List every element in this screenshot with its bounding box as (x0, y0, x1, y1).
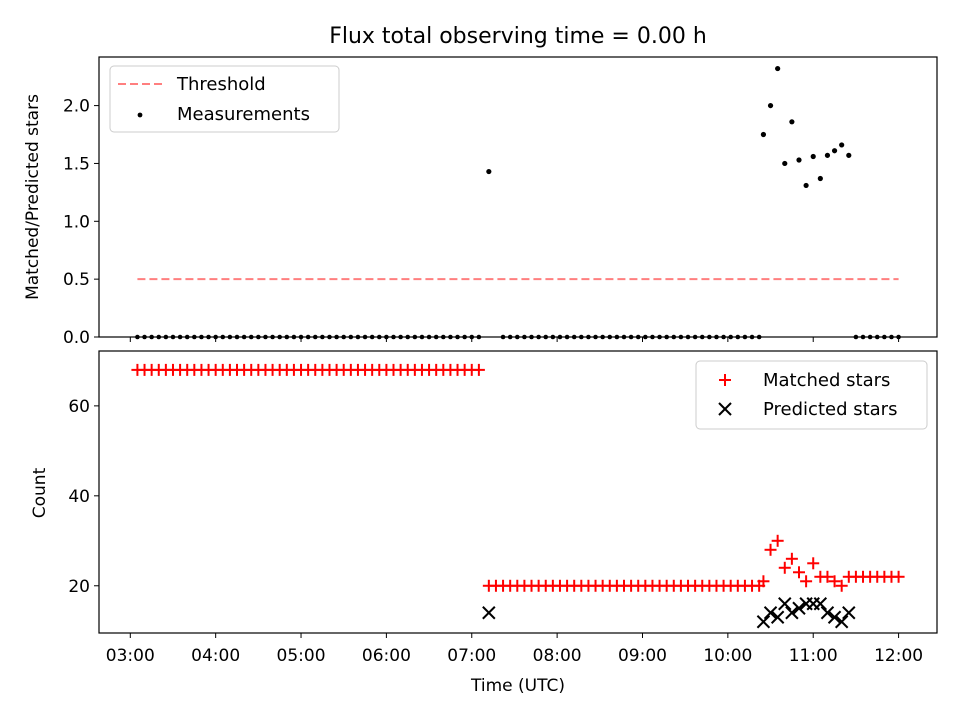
chart-title: Flux total observing time = 0.00 h (329, 24, 707, 49)
bottom-legend-box (695, 360, 928, 430)
legend-predicted-swatch (718, 402, 732, 416)
measurement-point (486, 168, 492, 175)
matched-star-point (472, 363, 485, 376)
measurement-point (846, 152, 852, 158)
predicted-star-point (820, 606, 835, 620)
matched-star-point (792, 566, 805, 579)
bottom-axes-frame (98, 350, 938, 634)
bottom-x-tick-label: 05:00 (277, 646, 326, 666)
bottom-y-axis-label: Count (30, 467, 50, 518)
measurement-point (824, 152, 831, 158)
top-axes-frame (98, 56, 938, 338)
bottom-x-tick-label: 04:00 (191, 646, 240, 666)
measurement-point (782, 160, 788, 167)
measurement-point (839, 142, 845, 148)
bottom-x-tick-label: 07:00 (447, 646, 496, 666)
top-y-tick-label: 0.0 (63, 328, 90, 348)
matched-star-point (771, 534, 784, 547)
count-marks (131, 363, 905, 629)
top-x-ticks (129, 337, 900, 342)
ratio-panel: Flux total observing time = 0.00 h Match… (23, 24, 938, 348)
measurement-point (775, 65, 781, 72)
legend-measurements-swatch (137, 112, 143, 118)
bottom-x-tick-label: 09:00 (618, 646, 667, 666)
matched-star-point (828, 575, 841, 588)
measurement-point (767, 102, 774, 109)
top-y-ticks: 0.0 0.5 1.0 1.5 2.0 (63, 97, 99, 348)
top-y-axis-label: Matched/Predicted stars (23, 94, 43, 300)
measurement-point (796, 157, 802, 163)
measurement-point (831, 148, 838, 154)
matched-star-point (785, 552, 798, 565)
predicted-star-point (834, 615, 849, 629)
bottom-y-tick-label: 40 (68, 487, 90, 507)
matched-star-point (821, 570, 834, 583)
matched-star-point (764, 543, 777, 556)
predicted-star-point (792, 601, 806, 615)
predicted-star-point (827, 610, 842, 624)
legend-predicted-label: Predicted stars (763, 399, 897, 420)
measurement-point (789, 119, 795, 125)
top-legend: Threshold Measurements (109, 65, 340, 133)
predicted-star-point (778, 597, 792, 611)
matched-star-point (807, 557, 820, 570)
bottom-x-ticks: 03:00 04:00 05:00 06:00 07:00 08:00 09:00 10:00… (106, 633, 923, 666)
matched-star-point (835, 579, 848, 592)
bottom-x-tick-label: 08:00 (533, 646, 582, 666)
bottom-legend: Matched stars Predicted stars (695, 360, 928, 430)
legend-threshold-label: Threshold (176, 74, 266, 95)
legend-matched-label: Matched stars (763, 370, 890, 391)
matched-star-point (778, 561, 791, 574)
predicted-star-point (842, 606, 856, 620)
matched-star-point (800, 575, 813, 588)
top-y-tick-label: 0.5 (63, 270, 90, 290)
predicted-star-point (756, 615, 771, 629)
bottom-x-tick-label: 06:00 (362, 646, 411, 666)
matched-star-point (892, 570, 905, 583)
x-axis-label: Time (UTC) (470, 676, 565, 696)
legend-matched-swatch (719, 374, 731, 386)
measurement-point (803, 182, 809, 189)
bottom-x-tick-label: 03:00 (106, 646, 155, 666)
predicted-star-point (482, 606, 496, 620)
measurement-point (817, 175, 823, 182)
bottom-x-tick-label: 11:00 (789, 646, 838, 666)
measurement-point (810, 153, 816, 160)
predicted-star-point (813, 597, 828, 611)
predicted-star-point (785, 606, 799, 620)
matched-star-point (757, 575, 770, 588)
matched-star-point (842, 570, 855, 583)
predicted-star-point (763, 606, 778, 620)
top-y-tick-label: 1.0 (63, 212, 90, 232)
bottom-y-tick-label: 60 (68, 397, 90, 417)
bottom-x-tick-label: 12:00 (874, 646, 923, 666)
top-y-tick-label: 1.5 (63, 154, 90, 174)
legend-measurements-label: Measurements (177, 104, 310, 125)
measurement-point (760, 131, 767, 138)
bottom-y-tick-label: 20 (68, 577, 90, 597)
top-legend-box (109, 65, 340, 133)
bottom-y-ticks: 20 40 60 (68, 397, 99, 597)
bottom-x-tick-label: 10:00 (703, 646, 752, 666)
predicted-star-point (770, 610, 785, 624)
top-y-tick-label: 2.0 (63, 97, 90, 117)
